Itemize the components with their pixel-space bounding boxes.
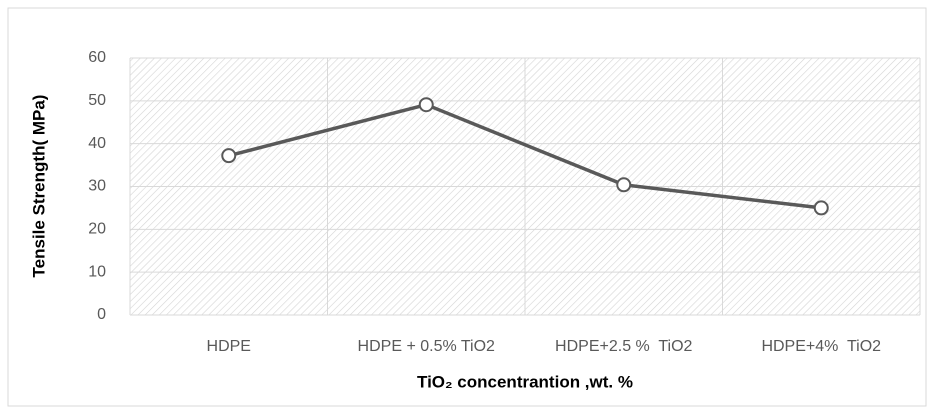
y-tick-label: 40	[88, 135, 106, 152]
y-tick-label: 10	[88, 263, 106, 280]
y-tick-label: 30	[88, 178, 106, 195]
x-tick-label: HDPE+2.5 % TiO2	[555, 338, 692, 355]
y-tick-label: 20	[88, 221, 106, 238]
x-tick-label: HDPE + 0.5% TiO2	[358, 338, 495, 355]
y-tick-label: 0	[97, 306, 106, 323]
y-tick-label: 50	[88, 92, 106, 109]
x-tick-label: HDPE	[207, 338, 251, 355]
marker	[616, 177, 632, 193]
marker	[221, 148, 237, 164]
x-axis-title: TiO₂ concentrantion ,wt. %	[417, 372, 633, 391]
y-tick-label: 60	[88, 49, 106, 66]
y-axis-title: Tensile Strength( MPa)	[29, 95, 48, 278]
marker	[813, 200, 829, 216]
marker	[418, 97, 434, 113]
line	[228, 102, 822, 210]
x-tick-label: HDPE+4% TiO2	[761, 338, 881, 355]
